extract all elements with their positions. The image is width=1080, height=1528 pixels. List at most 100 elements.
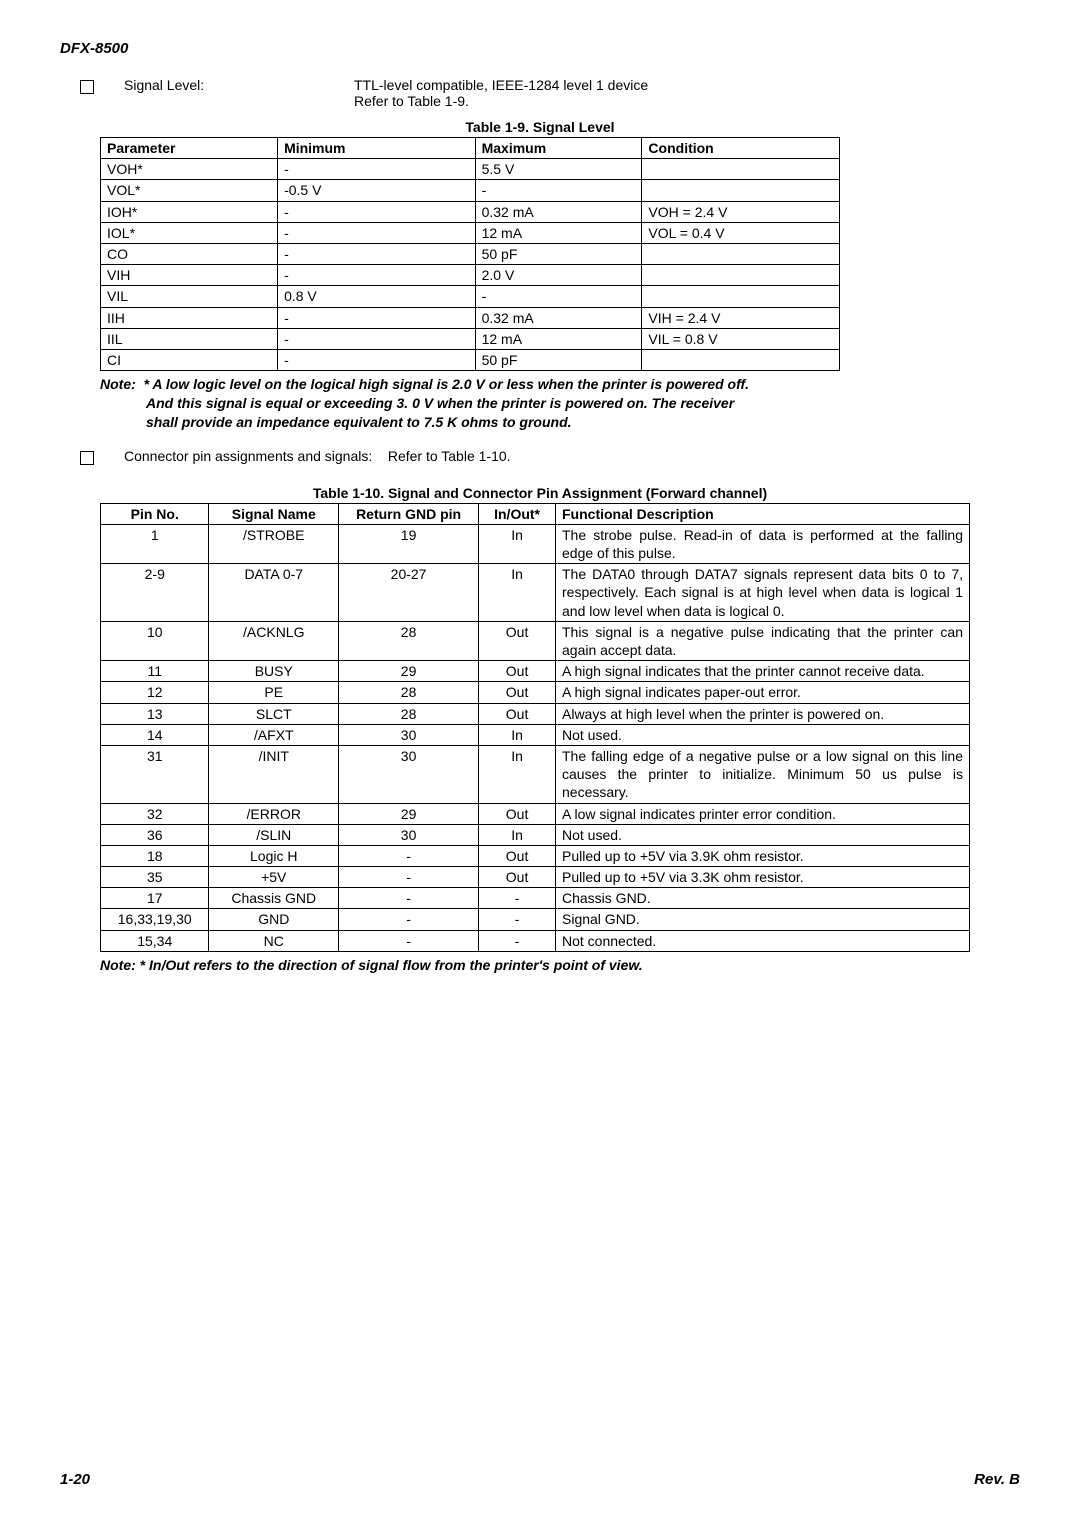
cell: Out	[479, 845, 556, 866]
connector-label: Connector pin assignments and signals: R…	[124, 448, 511, 465]
cell: -	[475, 286, 642, 307]
cell: 50 pF	[475, 349, 642, 370]
table-row: 11BUSY29OutA high signal indicates that …	[101, 661, 970, 682]
signal-level-table: Parameter Minimum Maximum Condition VOH*…	[100, 137, 840, 371]
cell: A high signal indicates paper-out error.	[556, 682, 970, 703]
cell: -	[339, 888, 479, 909]
sl-line2: Refer to Table 1-9.	[354, 93, 469, 109]
cell: -	[278, 328, 476, 349]
cell	[642, 349, 840, 370]
cell: 0.8 V	[278, 286, 476, 307]
table-row: VIL0.8 V-	[101, 286, 840, 307]
note-lead: Note:	[100, 376, 136, 392]
table-row: 17Chassis GND--Chassis GND.	[101, 888, 970, 909]
page-footer: 1-20 Rev. B	[60, 1471, 1020, 1488]
cell: Out	[479, 703, 556, 724]
cell: VIL = 0.8 V	[642, 328, 840, 349]
cell: The strobe pulse. Read-in of data is per…	[556, 524, 970, 563]
cell: VOH*	[101, 159, 278, 180]
cell: -	[479, 909, 556, 930]
th: Condition	[642, 138, 840, 159]
cell: Always at high level when the printer is…	[556, 703, 970, 724]
cell: 2.0 V	[475, 265, 642, 286]
cell: Out	[479, 621, 556, 660]
th: Functional Description	[556, 503, 970, 524]
table-row: IOL*-12 mAVOL = 0.4 V	[101, 222, 840, 243]
page-number: 1-20	[60, 1471, 90, 1488]
cell: Not used.	[556, 724, 970, 745]
cell	[642, 286, 840, 307]
cell: -	[479, 930, 556, 951]
table-row: CI-50 pF	[101, 349, 840, 370]
cell: 28	[339, 682, 479, 703]
cell: 31	[101, 745, 209, 803]
signal-level-row: Signal Level: TTL-level compatible, IEEE…	[80, 77, 1020, 109]
table1-note: Note: * A low logic level on the logical…	[100, 375, 980, 432]
cell: VOL*	[101, 180, 278, 201]
cell: -	[479, 888, 556, 909]
cell: 28	[339, 621, 479, 660]
cell: 32	[101, 803, 209, 824]
cell: In	[479, 564, 556, 622]
cell: CI	[101, 349, 278, 370]
th: Pin No.	[101, 503, 209, 524]
cell: VIH = 2.4 V	[642, 307, 840, 328]
table-row: 10/ACKNLG28OutThis signal is a negative …	[101, 621, 970, 660]
table-row: 36/SLIN30InNot used.	[101, 824, 970, 845]
cell: 30	[339, 824, 479, 845]
cell: IOH*	[101, 201, 278, 222]
table-row: IIH-0.32 mAVIH = 2.4 V	[101, 307, 840, 328]
cell: 15,34	[101, 930, 209, 951]
cell: -	[278, 265, 476, 286]
cell	[642, 265, 840, 286]
cell: -	[278, 307, 476, 328]
cell: Pulled up to +5V via 3.9K ohm resistor.	[556, 845, 970, 866]
cell: 28	[339, 703, 479, 724]
table-row: 13SLCT28OutAlways at high level when the…	[101, 703, 970, 724]
cell: /STROBE	[209, 524, 339, 563]
table-row: 2-9DATA 0-720-27InThe DATA0 through DATA…	[101, 564, 970, 622]
table-row: 1/STROBE19InThe strobe pulse. Read-in of…	[101, 524, 970, 563]
cell: The DATA0 through DATA7 signals represen…	[556, 564, 970, 622]
cell	[642, 180, 840, 201]
cell: 50 pF	[475, 243, 642, 264]
cell: PE	[209, 682, 339, 703]
cell: 30	[339, 745, 479, 803]
cell: IIL	[101, 328, 278, 349]
bullet-icon	[80, 80, 94, 94]
cell: Out	[479, 803, 556, 824]
table-header-row: Parameter Minimum Maximum Condition	[101, 138, 840, 159]
th: Parameter	[101, 138, 278, 159]
cell: 14	[101, 724, 209, 745]
cell: Not used.	[556, 824, 970, 845]
bullet-icon	[80, 451, 94, 465]
revision: Rev. B	[974, 1471, 1020, 1488]
cell: /AFXT	[209, 724, 339, 745]
cell: 30	[339, 724, 479, 745]
th: Return GND pin	[339, 503, 479, 524]
cell: Out	[479, 661, 556, 682]
cell: 0.32 mA	[475, 307, 642, 328]
cell: 29	[339, 803, 479, 824]
cell: 19	[339, 524, 479, 563]
cell: 2-9	[101, 564, 209, 622]
table-row: IIL-12 mAVIL = 0.8 V	[101, 328, 840, 349]
cell: In	[479, 724, 556, 745]
conn-desc: Refer to Table 1-10.	[388, 448, 511, 464]
table1-title: Table 1-9. Signal Level	[60, 119, 1020, 135]
table-row: CO-50 pF	[101, 243, 840, 264]
cell: -	[278, 201, 476, 222]
table-row: IOH*-0.32 mAVOH = 2.4 V	[101, 201, 840, 222]
cell: NC	[209, 930, 339, 951]
cell: In	[479, 524, 556, 563]
cell: DATA 0-7	[209, 564, 339, 622]
sl-line1: TTL-level compatible, IEEE-1284 level 1 …	[354, 77, 648, 93]
cell: 35	[101, 867, 209, 888]
table-row: 15,34NC--Not connected.	[101, 930, 970, 951]
th: Maximum	[475, 138, 642, 159]
cell: 5.5 V	[475, 159, 642, 180]
cell: In	[479, 824, 556, 845]
cell: /ACKNLG	[209, 621, 339, 660]
cell: The falling edge of a negative pulse or …	[556, 745, 970, 803]
doc-header: DFX-8500	[60, 40, 1020, 57]
